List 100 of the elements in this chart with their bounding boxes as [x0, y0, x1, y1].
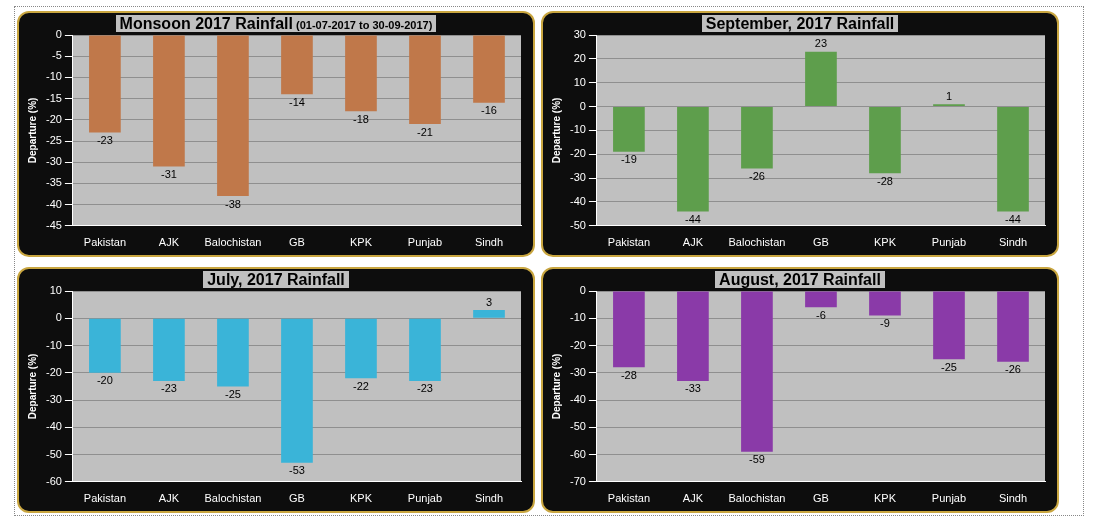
- data-label: -21: [417, 125, 433, 138]
- y-tick-label: -20: [569, 147, 586, 160]
- x-tick-label: Sindh: [474, 236, 504, 249]
- x-tick-label: Sindh: [474, 492, 504, 505]
- x-tick-label: Balochistan: [728, 492, 786, 505]
- y-tick-label: -50: [45, 447, 62, 460]
- y-tick-label: -40: [569, 393, 586, 406]
- x-tick-label: Sindh: [998, 236, 1028, 249]
- x-tick-label: Pakistan: [607, 236, 651, 249]
- x-tick-label: Punjab: [931, 492, 967, 505]
- data-label: -31: [160, 167, 177, 180]
- y-tick-label: 20: [573, 51, 586, 64]
- data-label: -26: [1005, 363, 1021, 376]
- data-label: -25: [941, 360, 957, 373]
- x-tick-label: Punjab: [931, 236, 967, 249]
- data-label: -23: [160, 382, 177, 395]
- y-tick-label: -40: [45, 420, 62, 433]
- data-label: -6: [816, 308, 826, 321]
- y-axis-title: Departure (%): [550, 353, 562, 420]
- y-axis-title: Departure (%): [26, 353, 38, 420]
- y-tick-label: -20: [45, 112, 62, 125]
- y-tick-label: -20: [569, 338, 586, 351]
- y-tick-label: -30: [569, 365, 586, 378]
- y-tick-label: -10: [45, 70, 62, 83]
- x-tick-label: KPK: [349, 492, 373, 505]
- x-tick-label: Pakistan: [83, 492, 127, 505]
- y-tick-label: -40: [45, 197, 62, 210]
- y-tick-label: -20: [45, 365, 62, 378]
- y-tick-label: -10: [569, 311, 586, 324]
- y-tick-label: 0: [55, 311, 62, 324]
- y-tick-label: 10: [49, 284, 62, 297]
- data-label: -25: [224, 387, 241, 400]
- y-tick-label: -15: [45, 91, 62, 104]
- bar: [805, 51, 837, 107]
- data-label: -44: [1005, 213, 1021, 226]
- data-label: -28: [620, 368, 637, 381]
- x-tick-label: KPK: [349, 236, 373, 249]
- data-label: -59: [748, 453, 765, 466]
- data-label: -20: [96, 374, 113, 387]
- x-tick-label: Punjab: [407, 236, 443, 249]
- y-tick-label: -10: [45, 338, 62, 351]
- y-tick-label: -40: [569, 194, 586, 207]
- y-tick-label: 0: [55, 28, 62, 41]
- x-tick-label: Balochistan: [204, 492, 262, 505]
- y-tick-label: -10: [569, 123, 586, 136]
- y-tick-label: -60: [569, 447, 586, 460]
- y-tick-label: 30: [573, 28, 586, 41]
- data-label: -9: [880, 317, 890, 330]
- data-label: -38: [224, 197, 241, 210]
- data-label: -44: [684, 213, 701, 226]
- y-tick-label: -45: [45, 218, 62, 231]
- data-label: 1: [945, 89, 953, 102]
- y-tick-label: -30: [45, 393, 62, 406]
- x-tick-label: KPK: [873, 492, 897, 505]
- data-label: -53: [289, 464, 305, 477]
- bar: [997, 107, 1029, 212]
- x-tick-label: AJK: [682, 492, 704, 505]
- y-tick-label: -30: [569, 171, 586, 184]
- data-label: -28: [877, 174, 893, 187]
- y-tick-label: 0: [579, 284, 586, 297]
- chart-title: July, 2017 Rainfall: [203, 271, 349, 288]
- data-label: -19: [620, 153, 637, 166]
- y-tick-label: -25: [45, 134, 62, 147]
- y-tick-label: 0: [579, 99, 586, 112]
- data-label: -23: [96, 134, 113, 147]
- y-tick-label: -70: [569, 474, 586, 487]
- y-axis-title: Departure (%): [550, 97, 562, 164]
- bar: [613, 107, 645, 152]
- y-tick-label: -30: [45, 155, 62, 168]
- data-label: -22: [353, 379, 369, 392]
- bar: [741, 107, 773, 169]
- x-tick-label: AJK: [158, 236, 180, 249]
- x-tick-label: GB: [813, 492, 829, 505]
- y-tick-label: -5: [52, 49, 62, 62]
- data-label: -18: [353, 112, 369, 125]
- data-label: -33: [684, 382, 701, 395]
- chart-title: Monsoon 2017 Rainfall: [119, 15, 293, 32]
- y-tick-label: -60: [45, 474, 62, 487]
- x-tick-label: GB: [289, 492, 305, 505]
- chart-subtitle: (01-07-2017 to 30-09-2017): [295, 19, 433, 31]
- x-tick-label: Sindh: [998, 492, 1028, 505]
- y-tick-label: -35: [45, 176, 62, 189]
- x-tick-label: AJK: [682, 236, 704, 249]
- x-tick-label: GB: [289, 236, 305, 249]
- data-label: 23: [814, 37, 828, 50]
- x-tick-label: Pakistan: [607, 492, 651, 505]
- y-tick-label: -50: [569, 420, 586, 433]
- x-tick-label: Punjab: [407, 492, 443, 505]
- bar: [869, 107, 901, 174]
- chart-title: August, 2017 Rainfall: [715, 271, 885, 288]
- x-tick-label: AJK: [158, 492, 180, 505]
- x-tick-label: Balochistan: [728, 236, 786, 249]
- chart-title: September, 2017 Rainfall: [701, 15, 899, 32]
- data-label: -14: [289, 95, 305, 108]
- data-label: -23: [417, 382, 433, 395]
- x-tick-label: Balochistan: [204, 236, 262, 249]
- x-tick-label: KPK: [873, 236, 897, 249]
- x-tick-label: Pakistan: [83, 236, 127, 249]
- y-tick-label: 10: [573, 75, 586, 88]
- y-axis-title: Departure (%): [26, 97, 38, 164]
